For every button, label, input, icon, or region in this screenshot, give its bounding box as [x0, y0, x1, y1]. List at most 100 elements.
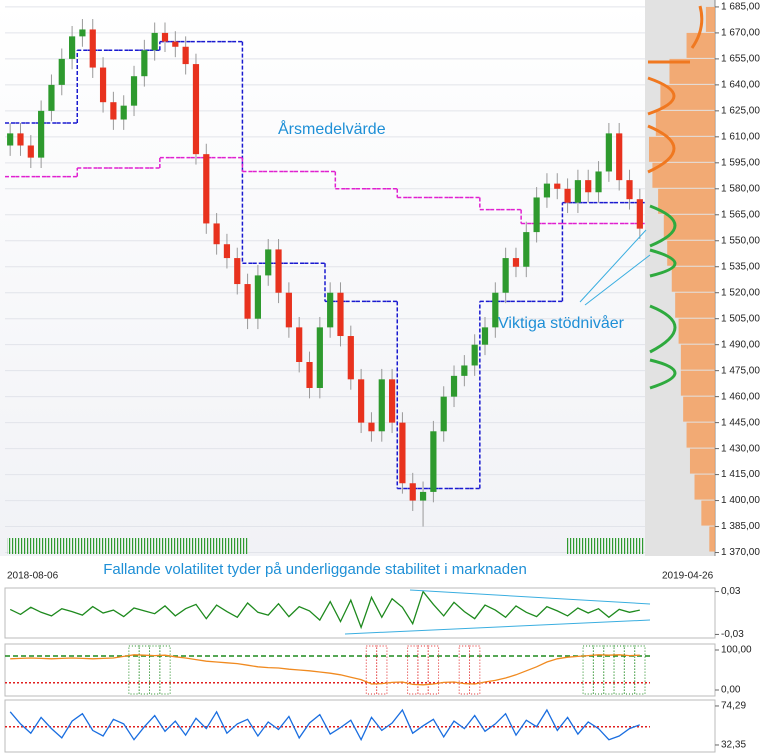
- signal-band: [623, 645, 636, 695]
- profile-bar: [649, 136, 715, 162]
- signal-band: [592, 645, 605, 695]
- candle-body: [389, 379, 396, 423]
- signal-band: [417, 645, 429, 695]
- candle-body: [79, 29, 86, 37]
- candle-body: [161, 32, 169, 42]
- candle-body: [481, 327, 489, 345]
- candle-body: [254, 275, 261, 319]
- candle-body: [636, 199, 643, 229]
- candle-body: [151, 32, 158, 51]
- candle-body: [378, 379, 385, 432]
- y-tick-label: 1 565,00: [721, 209, 760, 220]
- signal-band: [427, 645, 440, 695]
- y-tick-label: 1 415,00: [721, 469, 760, 480]
- y-tick-label: 1 625,00: [721, 105, 760, 116]
- candle-body: [223, 244, 231, 259]
- y-tick-label: 1 550,00: [721, 235, 760, 246]
- y-tick-label: 1 400,00: [721, 495, 760, 506]
- signal-band: [138, 645, 151, 695]
- main-panel: [0, 0, 715, 556]
- profile-bar: [671, 266, 715, 292]
- y-tick-label: 74,29: [721, 701, 746, 712]
- y-tick-label: 0,00: [721, 685, 741, 696]
- candle-body: [533, 197, 540, 233]
- series-line: [10, 654, 640, 686]
- candle-body: [595, 171, 602, 193]
- profile-bar: [683, 396, 715, 422]
- profile-bar: [658, 188, 715, 214]
- signal-band: [128, 645, 140, 695]
- series-line: [9, 708, 641, 742]
- candle-body: [213, 223, 220, 245]
- candle-body: [141, 50, 148, 77]
- candle-body: [399, 422, 406, 484]
- candle-body: [523, 232, 530, 267]
- candle-body: [471, 344, 478, 366]
- y-tick-label: 1 670,00: [721, 28, 760, 39]
- y-tick-label: 1 655,00: [721, 54, 760, 65]
- y-tick-label: 0,03: [721, 586, 741, 597]
- candle-body: [616, 133, 623, 181]
- candle-body: [543, 183, 551, 198]
- candle-body: [38, 110, 45, 158]
- profile-bar: [689, 448, 715, 474]
- candle-body: [574, 180, 581, 203]
- y-tick-label: 1 505,00: [721, 313, 760, 324]
- x-tick-label: 2018-08-06: [7, 571, 59, 582]
- candle-body: [17, 133, 24, 146]
- y-tick-label: 1 580,00: [721, 183, 760, 194]
- support-brace: [649, 204, 677, 390]
- signal-band: [149, 645, 161, 695]
- pointer-line: [584, 254, 651, 306]
- signal-band: [407, 645, 419, 695]
- trend-line: [344, 619, 651, 635]
- oscillator-panel: [4, 643, 716, 697]
- candle-body: [244, 284, 251, 319]
- y-tick-label: 1 535,00: [721, 261, 760, 272]
- y-tick-label: 1 475,00: [721, 365, 760, 376]
- candle-body: [461, 365, 468, 376]
- y-tick-label: 100,00: [721, 645, 752, 656]
- candle-body: [358, 379, 365, 423]
- candle-body: [285, 292, 292, 328]
- signal-band: [469, 645, 481, 695]
- candle-body: [306, 362, 313, 388]
- y-tick-label: 1 520,00: [721, 287, 760, 298]
- signal-ticks: [567, 538, 645, 554]
- candle-body: [7, 133, 14, 146]
- profile-bar: [705, 6, 715, 32]
- y-tick-label: 1 430,00: [721, 443, 760, 454]
- candle-body: [99, 67, 107, 103]
- candle-body: [419, 491, 427, 501]
- resistance-brace: [647, 5, 704, 174]
- candle-body: [430, 431, 437, 492]
- signal-band: [582, 645, 594, 695]
- y-tick-label: 1 610,00: [721, 131, 760, 142]
- signal-band: [603, 645, 615, 695]
- profile-bar: [652, 162, 715, 188]
- candle-body: [172, 41, 179, 47]
- candle-body: [605, 133, 612, 172]
- candle-body: [492, 292, 499, 328]
- signal-band: [376, 645, 388, 695]
- candle-body: [337, 292, 344, 337]
- profile-bar: [680, 344, 715, 370]
- signal-band: [634, 645, 646, 695]
- x-tick-label: 2019-04-26: [662, 571, 714, 582]
- candle-body: [316, 327, 323, 388]
- profile-bar: [655, 110, 715, 136]
- y-tick-label: 1 385,00: [721, 521, 760, 532]
- candle-body: [502, 258, 509, 293]
- candle-body: [275, 249, 282, 293]
- candle-body: [192, 64, 200, 155]
- y-tick-label: -0,03: [721, 629, 744, 640]
- candle-body: [48, 84, 55, 111]
- candle-body: [89, 29, 96, 68]
- candle-body: [450, 375, 458, 397]
- signal-band: [458, 645, 471, 695]
- signal-band: [365, 645, 378, 695]
- candle-body: [234, 258, 241, 285]
- candle-body: [120, 105, 127, 120]
- candle-body: [58, 58, 65, 85]
